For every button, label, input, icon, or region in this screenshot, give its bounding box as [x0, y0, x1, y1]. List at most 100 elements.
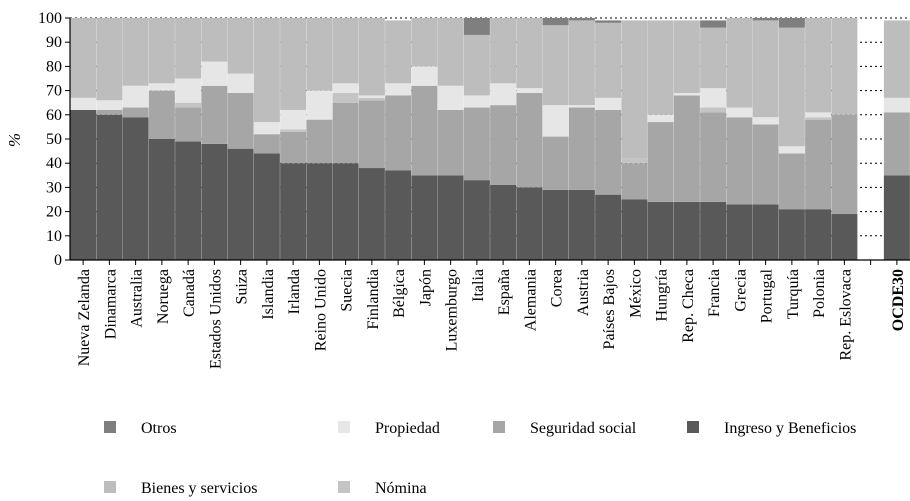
bar-segment — [280, 129, 307, 132]
bar-segment — [647, 122, 674, 202]
x-tick-label: Hungría — [654, 269, 671, 321]
y-tick-label: 100 — [38, 10, 62, 27]
bar-segment — [778, 209, 805, 260]
bar-segment — [96, 114, 123, 260]
bar-segment — [332, 18, 359, 84]
bar-segment — [726, 204, 753, 260]
bar-segment — [201, 18, 228, 62]
x-tick-label: Luxemburgo — [444, 269, 461, 351]
bar-segment — [516, 187, 543, 260]
bar-segment — [148, 139, 175, 260]
bar-segment — [358, 168, 385, 260]
legend-swatch — [493, 421, 505, 433]
bar-segment — [96, 109, 123, 115]
bar-segment — [437, 175, 464, 260]
bar-segment — [437, 109, 464, 176]
bar-segment — [332, 163, 359, 260]
bar-segment — [568, 189, 595, 260]
x-tick-label: Alemania — [522, 269, 539, 331]
bar-segment — [883, 112, 910, 176]
bar-segment — [148, 18, 175, 84]
x-tick-label: Polonia — [811, 269, 828, 318]
x-tick-label: México — [627, 269, 644, 318]
bar-segment — [227, 73, 254, 94]
y-axis-label: % — [5, 133, 24, 147]
legend-swatch — [104, 421, 116, 433]
bar-segment — [805, 119, 832, 210]
bar-segment — [70, 97, 97, 110]
bar-segment — [490, 83, 517, 106]
bar-segment — [673, 93, 700, 96]
bar-segment — [411, 175, 438, 260]
bar-segment — [805, 18, 832, 113]
bar-segment — [700, 20, 727, 28]
bar-segment — [647, 20, 674, 115]
bar-segment — [542, 25, 569, 106]
bar-segment — [595, 97, 622, 110]
bar-segment — [516, 93, 543, 188]
bar-segment — [805, 117, 832, 120]
bar-segment — [411, 85, 438, 176]
bar-segment — [490, 18, 517, 84]
y-tick-label: 40 — [46, 155, 62, 172]
bar-segment — [700, 88, 727, 108]
legend-label: Bienes y servicios — [141, 480, 257, 497]
x-tick-label: Portugal — [759, 268, 776, 323]
bar-segment — [437, 85, 464, 110]
x-tick-label: Corea — [549, 269, 566, 307]
x-tick-label: Japón — [417, 269, 434, 306]
bar-segment — [122, 85, 149, 108]
bar-segment — [96, 18, 123, 101]
bar-segment — [516, 18, 543, 89]
x-axis-ticks: Nueva Zelanda Dinamarca Australia Noruega Ca… — [76, 260, 907, 369]
y-tick-label: 60 — [46, 107, 62, 124]
x-tick-label: OCDE30 — [890, 269, 907, 331]
x-tick-label: Nueva Zelanda — [76, 269, 93, 366]
y-tick-label: 90 — [46, 34, 62, 51]
bar-segment — [542, 136, 569, 190]
bar-segment — [805, 112, 832, 118]
x-tick-label: Canadá — [181, 269, 198, 317]
bar-segment — [726, 117, 753, 205]
bar-segment — [831, 214, 858, 260]
bar-segment — [568, 105, 595, 108]
bar-segment — [175, 141, 202, 260]
legend-swatch — [687, 421, 699, 433]
bar-segment — [595, 22, 622, 98]
legend-label: Otros — [141, 420, 177, 437]
bar-segment — [883, 20, 910, 98]
bar-segment — [201, 61, 228, 86]
bar-segment — [332, 93, 359, 103]
x-tick-label: Suecia — [339, 269, 356, 312]
bar-segment — [227, 93, 254, 149]
legend-label: Propiedad — [375, 420, 440, 437]
bar-segment — [700, 112, 727, 202]
bar-segment — [621, 20, 648, 159]
bar-segment — [542, 189, 569, 260]
bar-segment — [752, 124, 779, 205]
bar-segment — [883, 97, 910, 113]
bar-segment — [175, 102, 202, 108]
bar-segment — [70, 109, 97, 261]
bar-segment — [411, 66, 438, 86]
bar-segment — [175, 78, 202, 103]
y-tick-label: 30 — [46, 179, 62, 196]
bar-segment — [490, 184, 517, 260]
bar-segment — [306, 119, 333, 164]
legend-swatch — [104, 481, 116, 493]
y-tick-label: 0 — [54, 252, 62, 269]
x-tick-label: Islandia — [260, 269, 277, 320]
bar-segment — [253, 122, 280, 135]
bar-segment — [883, 175, 910, 260]
y-tick-label: 70 — [46, 83, 62, 100]
bar-segment — [647, 201, 674, 260]
bar-segment — [148, 83, 175, 91]
legend-label: Ingreso y Beneficios — [724, 420, 856, 437]
bar-segment — [280, 109, 307, 130]
bar-segment — [306, 18, 333, 91]
bars — [70, 18, 910, 261]
legend-swatch — [338, 421, 350, 433]
bar-segment — [385, 83, 412, 96]
bar-segment — [778, 146, 805, 154]
